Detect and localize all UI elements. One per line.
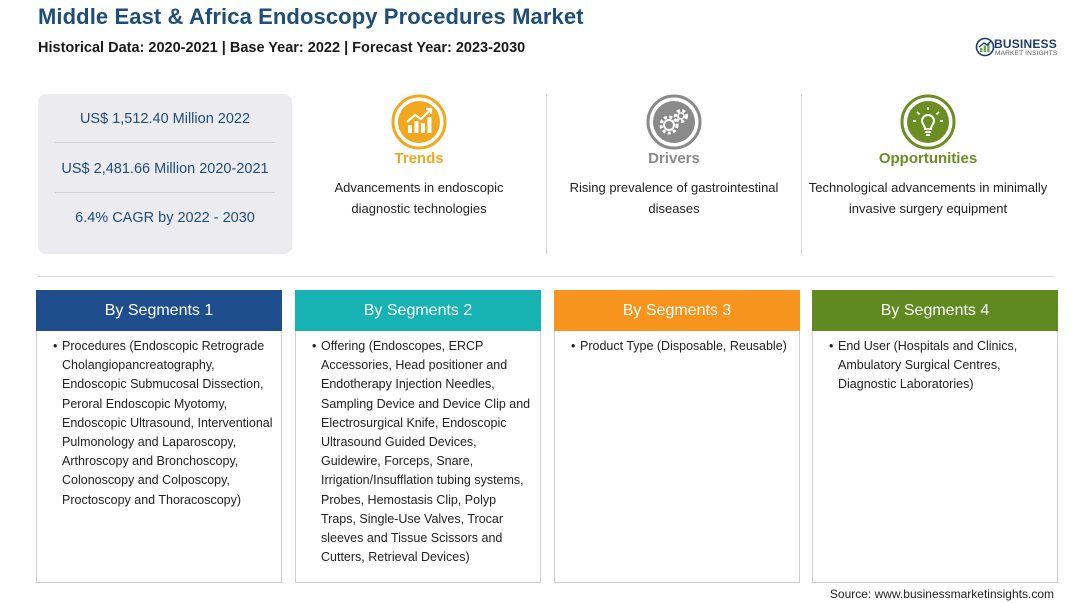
segment-item: Product Type (Disposable, Reusable) <box>580 339 787 353</box>
segment-item: Procedures (Endoscopic Retrograde Cholan… <box>62 339 273 507</box>
stat-market-size-2022: US$ 1,512.40 Million 2022 <box>79 111 251 127</box>
segment-card-2: By Segments 2 • Offering (Endoscopes, ER… <box>295 290 541 583</box>
bullet-icon: • <box>571 339 576 353</box>
opportunities-description: Technological advancements in minimally … <box>808 180 1048 216</box>
stat-cagr: 6.4% CAGR by 2022 - 2030 <box>75 210 255 226</box>
bullet-icon: • <box>829 339 834 353</box>
stat-historical-size: US$ 2,481.66 Million 2020-2021 <box>61 161 269 177</box>
segment-body: • Procedures (Endoscopic Retrograde Chol… <box>53 337 277 510</box>
column-divider <box>546 94 547 254</box>
trends-description: Advancements in endoscopic diagnostic te… <box>334 180 504 216</box>
logo-wordmark: BUSINESS <box>994 37 1057 51</box>
stat-divider <box>55 192 275 193</box>
segment-card-1: By Segments 1 • Procedures (Endoscopic R… <box>36 290 282 583</box>
lightbulb-icon <box>900 94 956 150</box>
opportunities-card: Opportunities Technological advancements… <box>806 94 1050 254</box>
logo-tagline: MARKET INSIGHTS <box>995 50 1058 57</box>
segment-body: • Offering (Endoscopes, ERCP Accessories… <box>312 337 534 567</box>
trend-chart-icon <box>391 94 447 150</box>
opportunities-title: Opportunities <box>878 150 978 167</box>
drivers-title: Drivers <box>648 150 700 167</box>
bullet-icon: • <box>312 339 317 353</box>
segment-header: By Segments 4 <box>812 290 1058 331</box>
segment-header: By Segments 3 <box>554 290 800 331</box>
section-divider <box>38 276 1055 277</box>
segment-card-4: By Segments 4 • End User (Hospitals and … <box>812 290 1058 583</box>
drivers-description: Rising prevalence of gastrointestinal di… <box>569 180 779 216</box>
segment-card-3: By Segments 3 • Product Type (Disposable… <box>554 290 800 583</box>
segment-header: By Segments 1 <box>36 290 282 331</box>
trends-card: Trends Advancements in endoscopic diagno… <box>320 94 518 254</box>
segment-header: By Segments 2 <box>295 290 541 331</box>
bullet-icon: • <box>53 339 58 353</box>
segment-item: End User (Hospitals and Clinics, Ambulat… <box>838 339 1018 392</box>
source-link[interactable]: Source: www.businessmarketinsights.com <box>829 587 1054 601</box>
trends-title: Trends <box>394 150 444 167</box>
page-title: Middle East & Africa Endoscopy Procedure… <box>38 4 584 29</box>
company-logo[interactable]: BUSINESS MARKET INSIGHTS <box>975 35 1060 59</box>
gears-icon <box>646 94 702 150</box>
drivers-card: Drivers Rising prevalence of gastrointes… <box>556 94 792 254</box>
market-stats-panel: US$ 1,512.40 Million 2022 US$ 2,481.66 M… <box>38 94 292 254</box>
segment-body: • End User (Hospitals and Clinics, Ambul… <box>829 337 1053 395</box>
segment-item: Offering (Endoscopes, ERCP Accessories, … <box>321 339 531 565</box>
logo-mark-icon <box>975 37 995 57</box>
page-subtitle: Historical Data: 2020-2021 | Base Year: … <box>38 40 526 56</box>
segment-body: • Product Type (Disposable, Reusable) <box>571 337 795 356</box>
stat-divider <box>55 142 275 143</box>
column-divider <box>801 94 802 254</box>
